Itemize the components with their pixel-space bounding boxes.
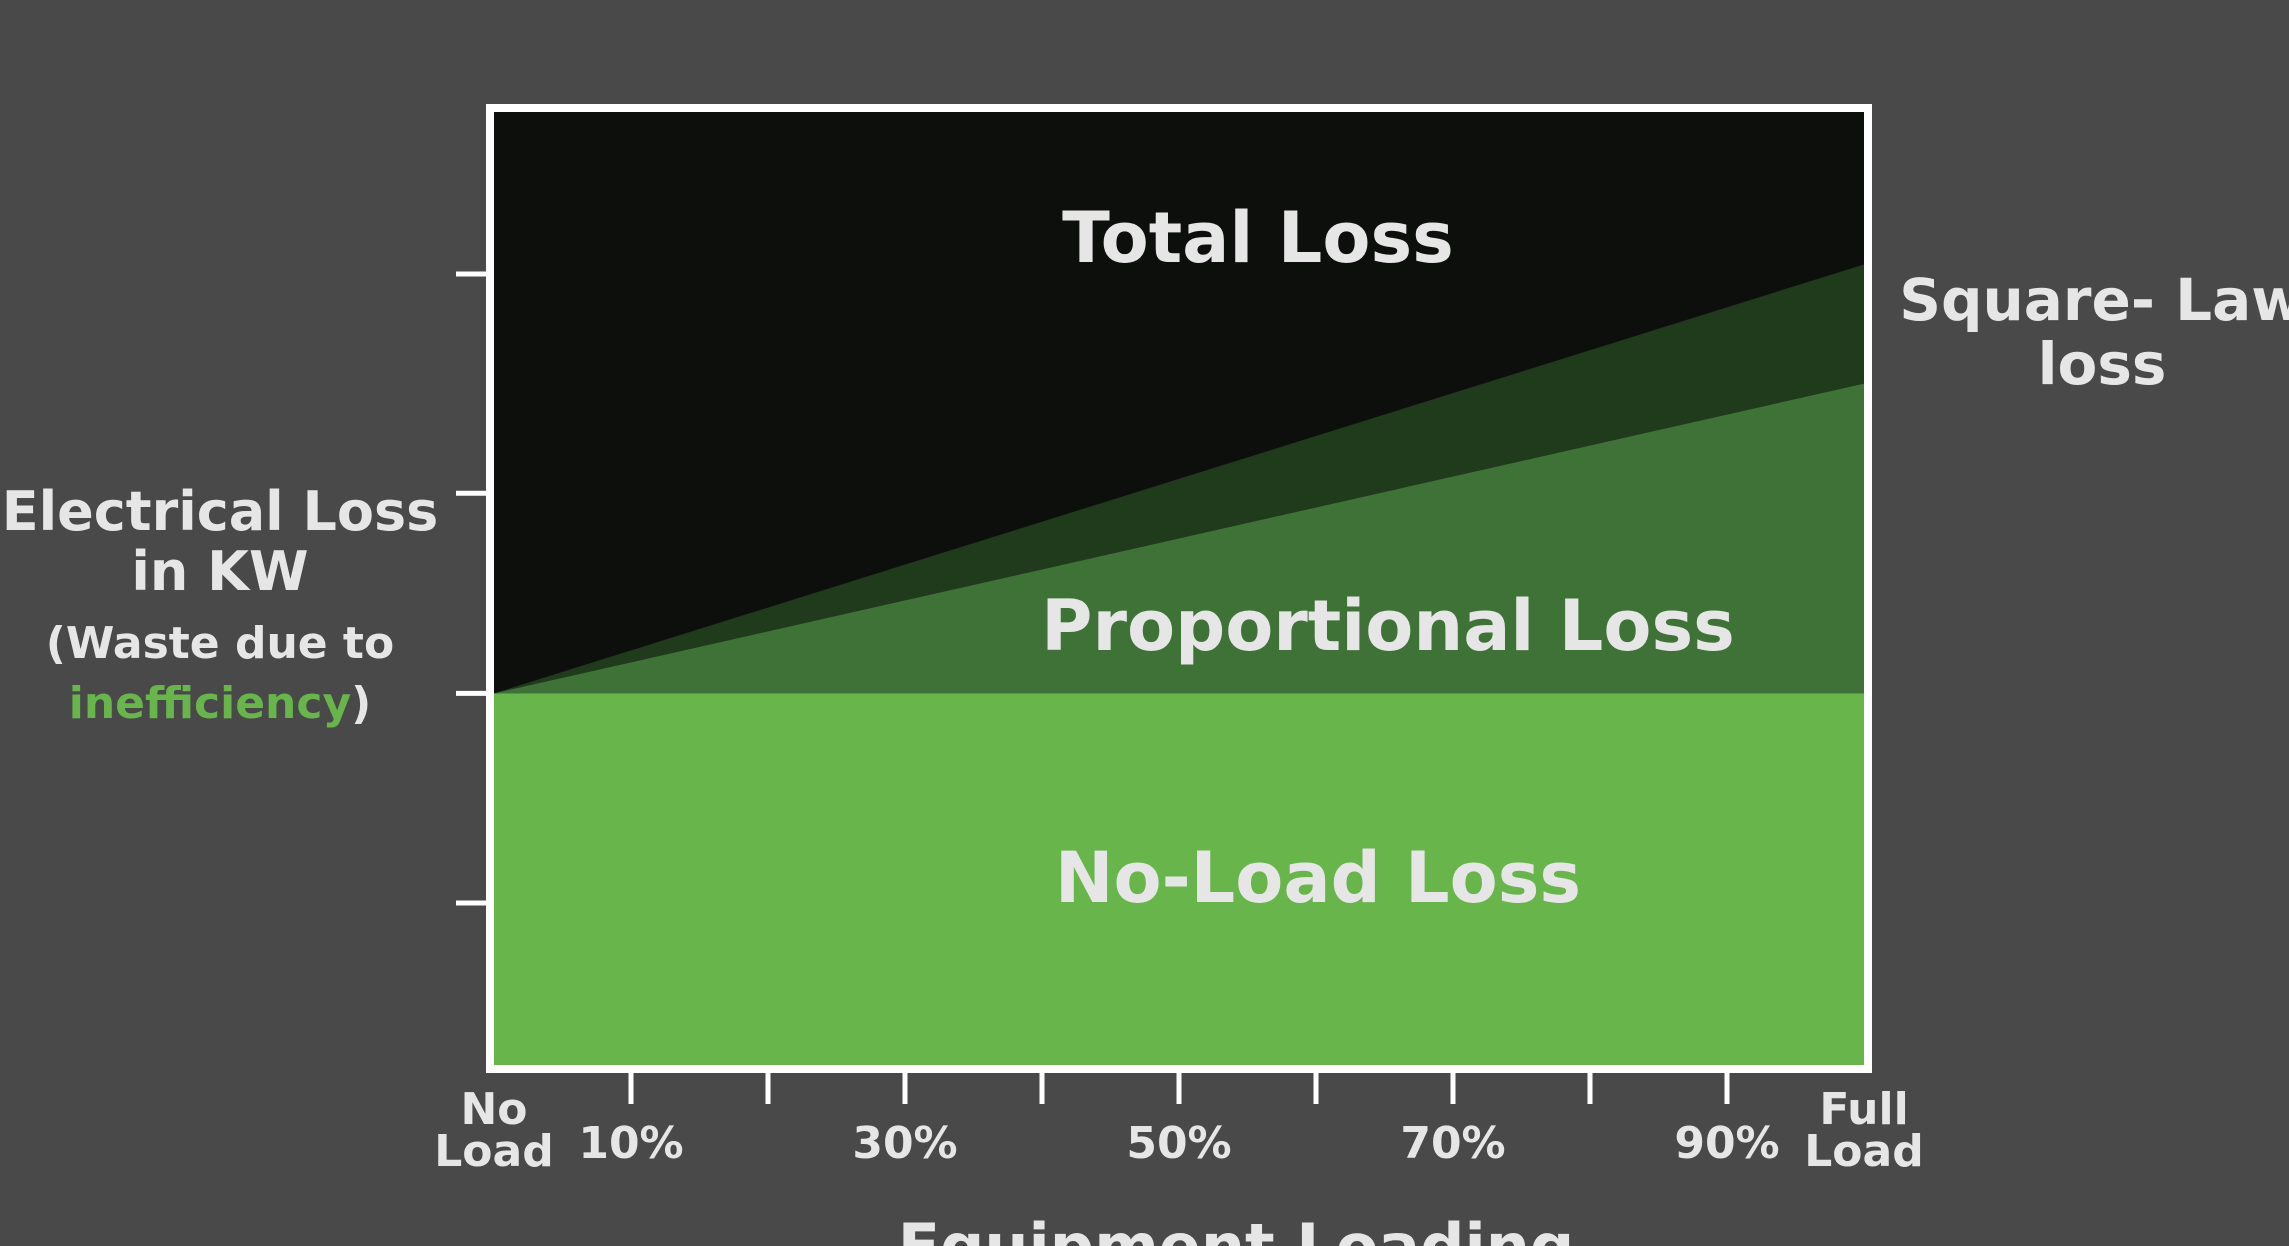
x-tick-label-70: 70% [1400, 1118, 1505, 1169]
x-tick-label-90: 90% [1674, 1118, 1779, 1169]
x-tick-label-30: 30% [852, 1118, 957, 1169]
y-axis-label-highlight: inefficiency [69, 678, 351, 729]
y-axis-label-line3: (Waste due to [46, 618, 394, 669]
label-square-law-line2: loss [2038, 330, 2167, 398]
label-no-load-loss: No-Load Loss [1055, 837, 1581, 919]
region-no-load-loss [494, 693, 1864, 1065]
y-axis-label-close-paren: ) [351, 678, 371, 729]
y-axis-label-line1: Electrical Loss [2, 480, 439, 543]
y-axis-ticks [456, 271, 490, 906]
label-total-loss: Total Loss [1062, 197, 1454, 279]
y-axis-label-line4: inefficiency) [69, 678, 372, 729]
x-tick-label-10: 10% [578, 1118, 683, 1169]
loss-regions [494, 112, 1864, 1065]
region-total-loss [494, 112, 1864, 694]
plot-frame [486, 104, 1872, 1073]
x-tick-label-full-load-bottom: Load [1804, 1126, 1923, 1177]
y-axis-label-line2: in KW [131, 540, 308, 603]
x-axis-label: Equipment Loading [898, 1210, 1575, 1246]
x-tick-label-50: 50% [1126, 1118, 1231, 1169]
region-proportional-loss [494, 383, 1864, 694]
label-square-law-line1: Square- Law [1899, 266, 2289, 334]
x-tick-label-full-load-top: Full [1819, 1084, 1908, 1135]
x-tick-label-no-load-bottom: Load [434, 1126, 553, 1177]
x-tick-label-no-load-top: No [460, 1084, 527, 1135]
label-proportional-loss: Proportional Loss [1041, 585, 1735, 667]
region-square-law-loss [494, 264, 1864, 694]
